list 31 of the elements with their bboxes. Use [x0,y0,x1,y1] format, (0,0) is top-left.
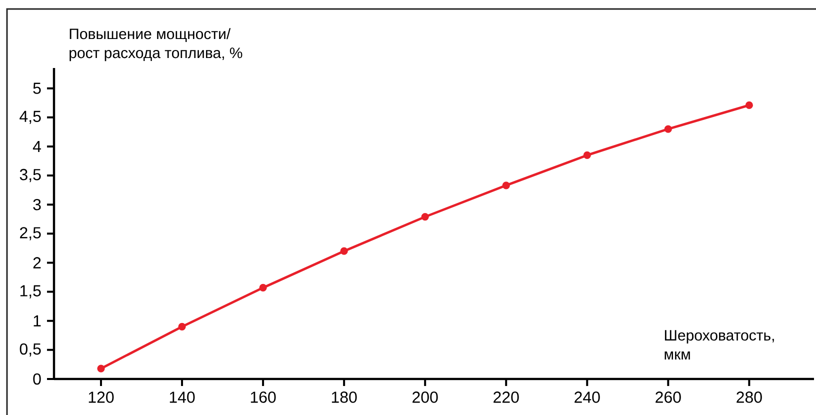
y-tick-label: 2 [33,257,41,268]
x-tick-label: 220 [494,392,519,403]
point [745,101,753,109]
point [502,182,510,190]
x-tick-label: 180 [332,392,357,403]
x-tick-label: 160 [250,392,276,403]
point [178,322,186,330]
point [583,151,591,159]
y-axis-title: Повышение мощности/ рост расхода топлива, % [70,28,242,62]
y-tick-label: 5 [33,82,41,94]
point [259,284,267,292]
y-tick-label: 2,5 [20,227,41,240]
x-tick-label: 200 [412,392,438,403]
point [97,364,105,372]
y-tick-label: 1,5 [20,285,41,298]
x-axis-title: Шероховатость, мкм [664,330,774,360]
point [421,213,429,221]
y-tick-label: 4,5 [20,110,41,124]
y-tick-label: 0,5 [20,343,41,357]
point [340,247,348,255]
x-tick-label: 140 [170,392,195,403]
y-tick-label: 0 [33,373,41,385]
y-tick-label: 1 [34,315,41,326]
point [664,125,672,133]
x-tick-label: 240 [574,392,600,403]
y-tick-label: 3,5 [20,168,41,182]
x-tick-label: 280 [736,392,762,403]
y-tick-label: 3 [33,198,41,210]
x-tick-label: 120 [88,392,114,403]
y-tick-label: 4 [32,140,41,152]
x-tick-label: 260 [656,392,681,403]
